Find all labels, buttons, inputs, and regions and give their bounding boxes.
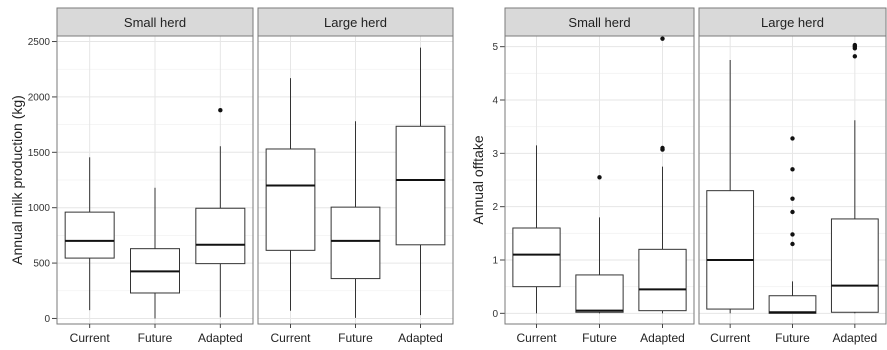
outlier-point (852, 54, 858, 59)
outlier-point (790, 232, 795, 237)
x-tick-label: Future (338, 331, 373, 345)
facet-strip-label: Small herd (124, 15, 186, 30)
facet-large-herd: Large herd Current Future Adapted (698, 7, 887, 345)
outlier-point (660, 36, 665, 41)
box-future (575, 175, 624, 314)
facet-strip-label: Small herd (568, 15, 630, 30)
outlier-point (790, 196, 795, 201)
box-current (64, 157, 115, 311)
box-adapted (395, 47, 446, 316)
box-iqr (575, 274, 624, 313)
x-tick-label: Current (516, 331, 557, 345)
x-tick-label: Future (138, 331, 173, 345)
y-axis-title: Annual offtake (470, 135, 486, 224)
x-tick-label: Current (710, 331, 751, 345)
box-iqr (265, 148, 316, 251)
box-iqr (638, 248, 687, 312)
outlier-point (790, 167, 795, 172)
chart-2: Annual offtake 0 1 2 3 4 5 Small herd Current Fut… (470, 7, 887, 345)
facet-strip (698, 7, 887, 37)
x-tick-label: Adapted (198, 331, 243, 345)
box-future (130, 187, 180, 319)
chart-1: Annual milk production (kg) 0 500 1000 1500 2… (9, 7, 454, 345)
x-tick-label: Adapted (832, 331, 877, 345)
facet-strip (257, 7, 454, 37)
box-iqr (512, 227, 561, 288)
box-current (512, 145, 561, 314)
x-tick-label: Future (582, 331, 617, 345)
outlier-point (660, 145, 665, 151)
y-tick-label: 1500 (28, 148, 51, 159)
x-tick-label: Current (70, 331, 111, 345)
outlier-point (790, 209, 795, 215)
box-iqr (195, 207, 246, 265)
facet-strip (504, 7, 695, 37)
outlier-point (790, 136, 795, 141)
box-current (706, 60, 755, 314)
box-iqr (706, 190, 755, 310)
facet-small-herd: Small herd Current Future Adapted (504, 7, 695, 345)
facet-small-herd: Small herd Current Future Adapted (56, 7, 254, 345)
x-tick-label: Adapted (398, 331, 443, 345)
outlier-point (218, 108, 223, 113)
y-tick-label: 0 (492, 309, 498, 320)
y-tick-label: 2 (492, 202, 498, 213)
y-tick-label: 2000 (28, 92, 51, 103)
box-iqr (330, 206, 381, 280)
y-tick-label: 4 (492, 96, 498, 107)
box-iqr (64, 211, 115, 259)
box-iqr (395, 125, 446, 246)
box-future (768, 136, 817, 314)
outlier-point (852, 42, 858, 48)
y-axis-title: Annual milk production (kg) (9, 95, 25, 265)
box-iqr (830, 218, 879, 313)
x-tick-label: Current (270, 331, 311, 345)
box-current (265, 78, 316, 311)
x-tick-label: Future (775, 331, 810, 345)
facet-strip-label: Large herd (761, 15, 824, 30)
box-iqr (768, 295, 817, 314)
y-tick-label: 1000 (28, 203, 51, 214)
y-tick-label: 3 (492, 149, 498, 160)
y-tick-label: 1 (492, 256, 498, 267)
facet-strip-label: Large herd (324, 15, 387, 30)
y-tick-label: 2500 (28, 37, 51, 48)
box-adapted (638, 36, 687, 314)
box-adapted (195, 108, 246, 318)
y-tick-label: 0 (44, 314, 50, 325)
box-future (330, 121, 381, 318)
y-tick-label: 5 (492, 42, 498, 53)
y-tick-label: 500 (33, 259, 50, 270)
outlier-point (597, 175, 602, 180)
facet-large-herd: Large herd Current Future Adapted (257, 7, 454, 345)
outlier-point (790, 241, 795, 247)
x-tick-label: Adapted (640, 331, 685, 345)
box-adapted (830, 42, 879, 314)
